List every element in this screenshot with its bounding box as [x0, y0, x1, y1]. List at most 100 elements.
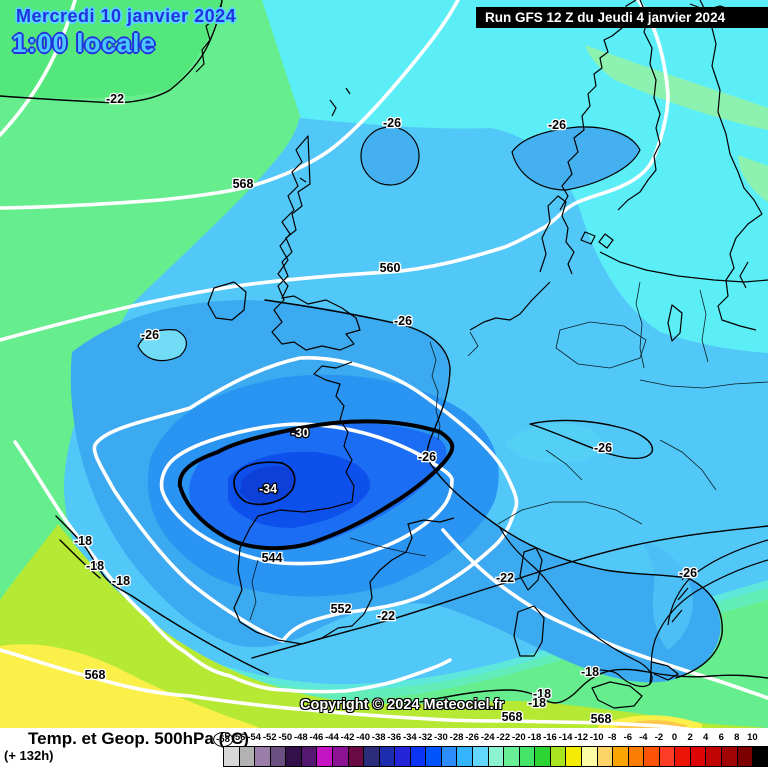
map-area: 568 560 552 544 568 568 568 -22 -26 -26 -26 -26 -26 -… [0, 0, 768, 728]
border-pt-es [249, 559, 259, 621]
contour-552-sw-branch [13, 440, 452, 694]
colorbar-cell [254, 746, 270, 767]
contour-568-north [0, 0, 460, 210]
colorbar-tick: -20 [511, 732, 526, 743]
colorbar-tick: -46 [309, 732, 324, 743]
colorbar-tick: 6 [718, 732, 724, 743]
colorbar-cell [378, 746, 395, 767]
colorbar-tick: -22 [496, 732, 511, 743]
blob-minus26-northsea [360, 126, 420, 186]
colorbar-tick: -26 [465, 732, 479, 743]
colorbar-cell [331, 746, 348, 767]
contour-552-ring [92, 356, 519, 643]
field-green [0, 0, 768, 728]
colorbar-tick: 2 [687, 732, 693, 743]
coast-sicily [591, 681, 643, 709]
colorbar-tick: -42 [340, 732, 355, 743]
colorbar-tick-labels: -58 -56 -54 -52 -50 -48 -46 -44 -42 -40 -38 -36 -34-… [213, 732, 768, 747]
colorbar-cell [503, 746, 519, 767]
colorbar-tick: -58 [213, 732, 233, 747]
coast-baltic-south [599, 251, 768, 283]
contour-t18-sw-2 [59, 539, 101, 579]
colorbar-tick: -36 [387, 732, 402, 743]
geopotential-label: 568 [502, 710, 523, 724]
border-poland-east [699, 289, 709, 363]
blob-minus26-atlantic [137, 329, 187, 362]
colorbar-cell [549, 746, 566, 767]
colorbar-tick: -8 [608, 732, 617, 743]
coast-italy-west [499, 527, 653, 688]
colorbar-tick: 0 [671, 732, 678, 743]
temperature-label: -18 [533, 687, 551, 701]
colorbar-tick: -16 [543, 732, 557, 743]
contour-t34-ring [233, 461, 296, 506]
contour-t26-main [264, 299, 723, 679]
forecast-lead-time: (+ 132h) [4, 748, 54, 763]
colorbar-tick: -24 [480, 732, 495, 743]
temperature-label: -30 [291, 426, 309, 440]
colorbar-cell [394, 746, 410, 767]
colorbar-tick: 8 [734, 732, 740, 743]
colorbar-tick: -14 [558, 732, 573, 743]
border-at-hu [639, 379, 768, 389]
colorbar-cell [736, 746, 753, 767]
colorbar-cell [689, 746, 706, 767]
border-fr-de [429, 341, 441, 441]
colorbar-tick: -32 [418, 732, 433, 743]
colorbar-tick: -10 [589, 732, 604, 743]
coast-bothnia [699, 0, 763, 215]
contour-544-ring [159, 422, 454, 566]
temperature-label: -26 [679, 566, 697, 580]
valid-date-label: Mercredi 10 janvier 2024 [16, 6, 237, 26]
colorbar-tick: -52 [262, 732, 277, 743]
contour-t22-nw [0, 0, 223, 104]
border-benelux [467, 331, 479, 357]
coast-great-britain [271, 135, 361, 351]
coast-baltic-east [717, 213, 763, 331]
colorbar-tick: -18 [527, 732, 542, 743]
colorbar-tick: -4 [639, 732, 648, 743]
temperature-label: -26 [594, 441, 612, 455]
geopotential-label: 568 [591, 712, 612, 726]
field-yellow-green [0, 524, 768, 728]
model-run-banner: Run GFS 12 Z du Jeudi 4 janvier 2024 [476, 7, 768, 28]
colorbar-cell [440, 746, 457, 767]
colorbar-cell [534, 746, 550, 767]
coast-netherlands-germany [469, 281, 551, 331]
colorbar-cell [596, 746, 613, 767]
temperature-label: -18 [112, 574, 130, 588]
coast-italy-east [649, 559, 768, 685]
contour-t18-sw [55, 515, 269, 675]
colorbar-cell [487, 746, 504, 767]
temperature-label: -22 [106, 92, 124, 106]
colorbar-cell [269, 746, 286, 767]
border-czechia [555, 321, 647, 369]
colorbar-cell [658, 746, 675, 767]
border-balkans [545, 439, 717, 491]
temperature-label: -26 [548, 118, 566, 132]
legend-title: Temp. et Geop. 500hPa (°C) [28, 729, 249, 748]
colorbar-cell [565, 746, 581, 767]
coast-denmark [539, 195, 575, 275]
temperature-label: -34 [259, 482, 277, 496]
country-borders [249, 281, 768, 621]
field-pool-core [240, 466, 294, 504]
geopotential-label: 568 [233, 177, 254, 191]
colorbar-tick: 10 [747, 732, 758, 743]
temperature-label: -22 [377, 609, 395, 623]
coast-croatia [667, 539, 768, 626]
colorbar-cell [472, 746, 488, 767]
contour-576-nw [0, 0, 77, 137]
geopotential-contours [0, 0, 768, 728]
colorbar-tick: -6 [623, 732, 633, 743]
colorbar-cell [316, 746, 332, 767]
colorbar-cell [674, 746, 690, 767]
colorbar-cell [363, 746, 379, 767]
patch-scandes-green-1 [585, 45, 768, 130]
contour-t18-south [419, 668, 768, 704]
geopotential-label: 560 [380, 261, 401, 275]
temp-geop-map: 568 560 552 544 568 568 568 -22 -26 -26 -26 -26 -26 -… [0, 0, 768, 728]
temperature-label: -26 [394, 314, 412, 328]
colorbar-tick: -44 [325, 732, 339, 743]
